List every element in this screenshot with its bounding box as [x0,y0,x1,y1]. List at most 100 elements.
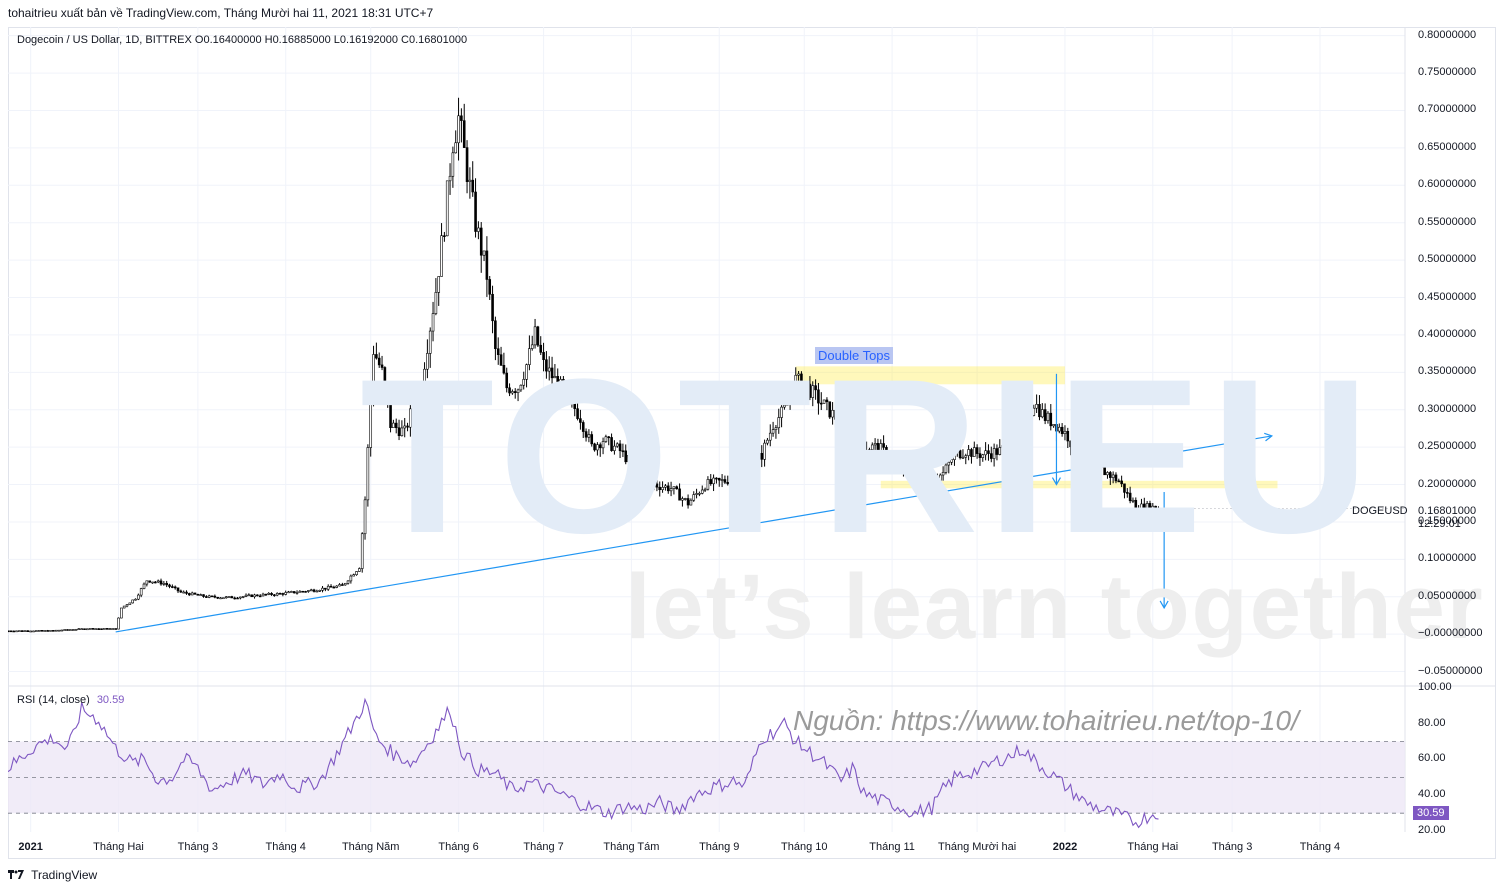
candle-body [502,365,506,374]
time-tick-label: 2022 [1052,841,1078,853]
candle-body [598,444,602,449]
candle-body [479,227,483,256]
candle-body [454,142,458,154]
candle-body [103,628,106,630]
candle-body [621,450,625,453]
chart-canvas[interactable] [8,27,1496,859]
candle-body [873,443,877,446]
candle-body [746,468,749,473]
rsi-legend-value: 30.59 [96,694,125,706]
candle-body [326,585,330,590]
candle-body [100,628,103,630]
candle-body [641,471,645,479]
candle-body [785,401,789,406]
candle-body [114,628,117,630]
time-tick-label: Tháng 4 [1299,841,1341,853]
candle-body [978,453,982,458]
candle-body [774,427,778,430]
candle-body [261,593,265,597]
candle-body [23,630,27,632]
candle-body [168,584,171,587]
candle-body [69,629,72,631]
candle-body [247,594,251,597]
rsi-tick-label: 60.00 [1418,752,1446,765]
candle-body [295,592,299,594]
candle-body [573,398,577,409]
candle-body [743,471,747,474]
candle-body [941,472,945,476]
candle-body [154,581,157,584]
candle-body [74,629,78,631]
candle-body [298,590,302,593]
candle-body [488,279,492,295]
candle-body [1001,444,1004,448]
candle-body [856,418,860,421]
candle-body [394,422,398,429]
candle-body [581,422,585,432]
candle-body [227,596,231,598]
candle-body [652,481,656,485]
candle-body [678,488,681,501]
candle-body [332,586,336,589]
candle-body [1029,415,1033,422]
candle-body [737,477,741,482]
candle-body [757,453,761,459]
candle-body [732,477,735,481]
candle-body [358,568,361,572]
candle-body [496,348,500,355]
candle-body [882,443,885,448]
time-tick-label: Tháng Năm [341,841,400,853]
candle-body [516,389,520,394]
candle-body [1114,474,1118,482]
candle-body [635,463,639,470]
candle-body [216,596,219,599]
resistance-zone [795,366,1065,385]
candle-body [709,479,713,485]
candle-body [445,180,449,237]
candle-body [346,580,350,584]
candle-body [528,348,531,365]
candle-body [893,456,897,460]
double-tops-label[interactable]: Double Tops [815,347,894,364]
candle-body [958,450,962,459]
candle-body [406,425,409,428]
footer-brand[interactable]: TradingView [8,868,97,882]
candle-body [955,450,959,453]
candle-body [307,590,310,592]
candle-body [819,402,823,405]
candle-body [8,630,10,633]
candle-body [967,449,970,456]
candle-body [831,409,834,418]
candle-body [287,591,290,594]
price-tick-label: 0.55000000 [1418,215,1477,228]
candle-body [740,472,744,479]
candle-body [998,447,1002,455]
candle-body [927,482,931,490]
rsi-legend[interactable]: RSI (14, close) 30.59 [17,694,124,706]
candle-body [533,326,537,346]
candle-body [601,441,605,449]
time-tick-label: Tháng 4 [265,841,306,853]
price-tick-label: 0.15000000 [1418,514,1477,527]
watermark-tagline: let’s learn together [625,556,1485,658]
candle-body [292,591,296,594]
candle-body [1103,466,1106,476]
candle-body [477,227,480,232]
candle-body [913,479,917,483]
candle-body [278,593,282,595]
symbol-legend[interactable]: Dogecoin / US Dollar, 1D, BITTREX O0.164… [17,34,468,46]
candle-body [723,479,727,483]
candle-body [842,405,846,408]
candle-body [567,387,571,395]
candle-body [953,451,956,460]
candle-body [94,628,98,630]
candle-body [165,582,168,586]
candle-body [341,584,344,586]
candle-body [54,629,58,632]
candle-body [1083,455,1087,463]
candle-body [105,628,109,630]
candle-body [60,629,64,632]
candle-body [1035,404,1038,409]
candle-body [1015,431,1019,445]
candle-body [1123,483,1126,493]
